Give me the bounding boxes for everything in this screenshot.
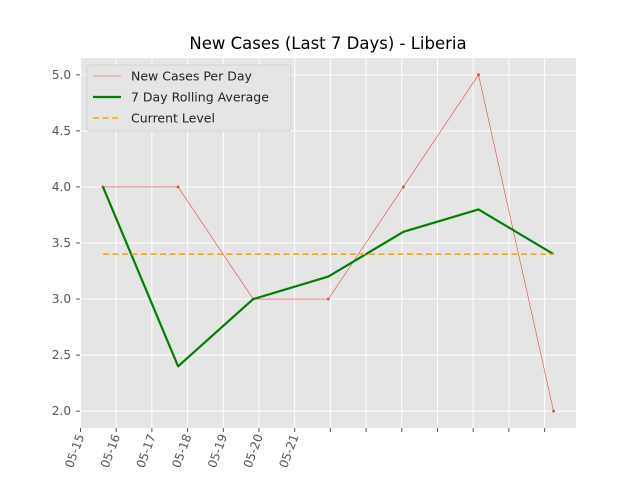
series-point — [326, 297, 330, 301]
y-tick-label: 4.0 — [52, 180, 71, 194]
y-tick-label: 3.5 — [52, 236, 71, 250]
series-point — [176, 185, 180, 189]
legend-label-2: Current Level — [131, 111, 215, 126]
y-tick-label: 2.0 — [52, 404, 71, 418]
series-layer — [101, 73, 555, 413]
legend-label-0: New Cases Per Day — [131, 69, 252, 84]
series-point — [477, 73, 480, 77]
series-line-1 — [101, 186, 555, 368]
legend-box — [86, 64, 292, 132]
legend-label-1: 7 Day Rolling Average — [131, 90, 269, 105]
y-tick-label: 3.0 — [52, 292, 71, 306]
y-tick-label: 2.5 — [52, 348, 71, 362]
y-tick-label: 4.5 — [52, 124, 71, 138]
series-point — [402, 185, 405, 189]
chart-title: New Cases (Last 7 Days) - Liberia — [189, 34, 466, 53]
series-point — [552, 409, 555, 413]
legend: New Cases Per Day 7 Day Rolling Average Cu… — [86, 64, 292, 132]
y-tick-label: 5.0 — [52, 68, 71, 82]
